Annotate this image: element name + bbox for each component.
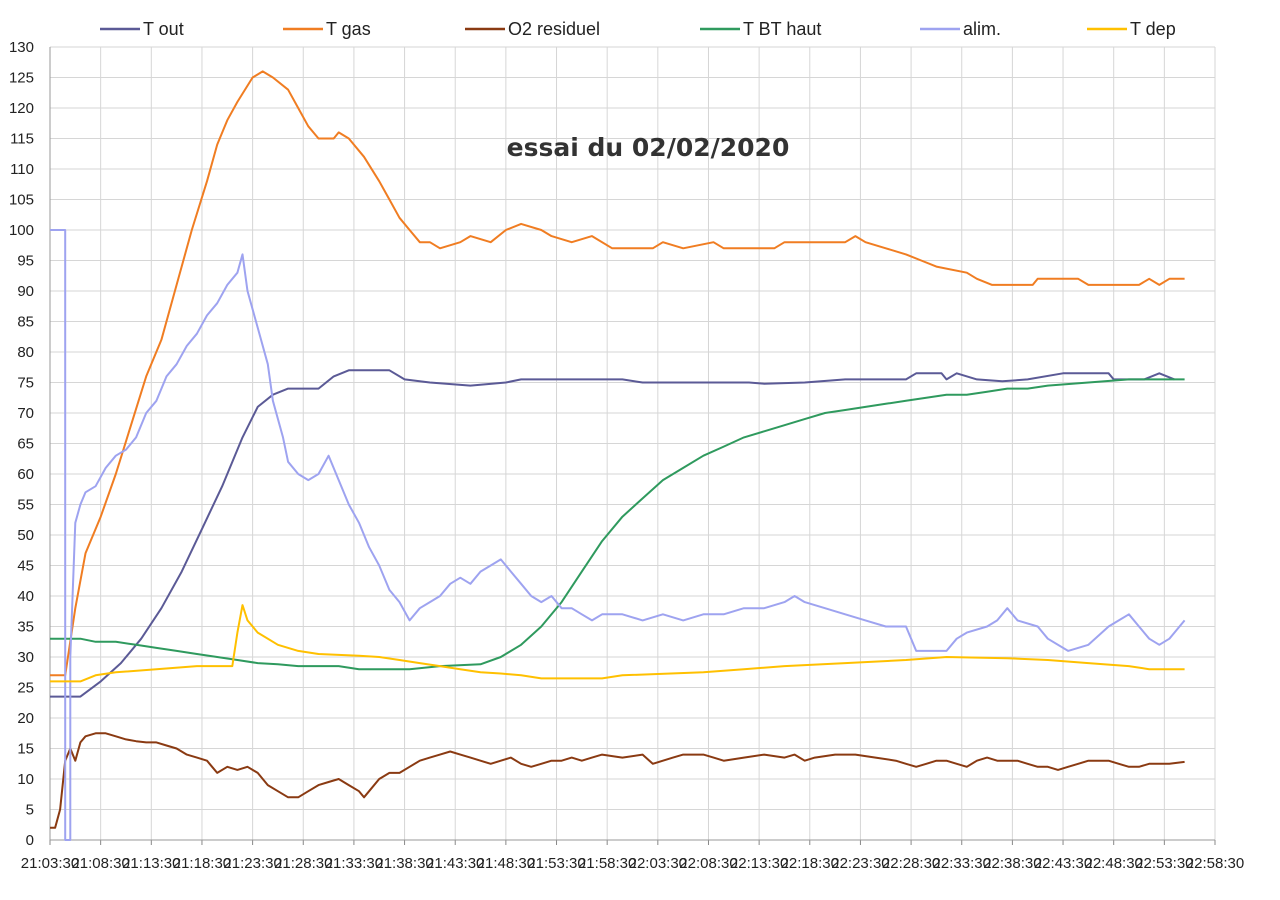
legend-item: T gas	[283, 19, 371, 39]
y-tick-label: 115	[10, 131, 34, 148]
y-tick-label: 45	[17, 558, 34, 575]
x-tick-label: 21:48:30	[477, 855, 535, 872]
grid	[49, 46, 1216, 841]
x-tick-label: 21:28:30	[274, 855, 332, 872]
legend-label: T dep	[1130, 19, 1176, 39]
series-line-t-bt-haut	[50, 378, 1185, 671]
x-tick-label: 21:08:30	[71, 855, 129, 872]
x-tick-label: 22:08:30	[679, 855, 737, 872]
y-tick-label: 95	[17, 253, 34, 270]
legend-item: O2 residuel	[465, 19, 600, 39]
x-tick-label: 21:23:30	[223, 855, 281, 872]
y-tick-label: 130	[9, 39, 34, 56]
x-tick-label: 21:33:30	[325, 855, 383, 872]
x-tick-label: 22:43:30	[1034, 855, 1092, 872]
x-tick-label: 22:18:30	[781, 855, 839, 872]
x-tick-label: 22:33:30	[933, 855, 991, 872]
legend: T out T gas O2 residuel T BT haut alim. T dep	[100, 19, 1176, 39]
series-line-o2-residuel	[50, 732, 1185, 829]
x-tick-label: 21:38:30	[375, 855, 433, 872]
y-tick-label: 90	[17, 283, 34, 300]
legend-item: T dep	[1087, 19, 1176, 39]
x-tick-label: 22:38:30	[983, 855, 1041, 872]
chart-title: essai du 02/02/2020	[507, 133, 790, 162]
y-tick-label: 50	[17, 527, 34, 544]
x-tick-label: 22:23:30	[831, 855, 889, 872]
y-tick-label: 75	[17, 375, 34, 392]
y-tick-label: 5	[26, 802, 34, 819]
x-tick-label: 21:43:30	[426, 855, 484, 872]
x-tick-label: 21:03:30	[21, 855, 79, 872]
x-tick-label: 21:53:30	[527, 855, 585, 872]
axes: 0 5 10 15 20 25 30 35 40 45 50 55 60 65 70 75 80 85 90 95 10…	[9, 39, 1244, 872]
y-tick-label: 10	[17, 771, 34, 788]
y-tick-label: 40	[17, 588, 34, 605]
legend-item: T BT haut	[700, 19, 821, 39]
x-tick-label: 22:03:30	[629, 855, 687, 872]
y-tick-label: 0	[26, 832, 34, 849]
x-tick-label: 21:13:30	[122, 855, 180, 872]
legend-label: T out	[143, 19, 184, 39]
series-line-t-dep	[50, 604, 1185, 683]
y-tick-label: 85	[17, 314, 34, 331]
y-tick-label: 35	[17, 619, 34, 636]
y-tick-label: 25	[17, 680, 34, 697]
y-tick-label: 125	[9, 70, 34, 87]
x-tick-label: 22:58:30	[1186, 855, 1244, 872]
y-tick-label: 100	[9, 222, 34, 239]
y-tick-label: 105	[9, 192, 34, 209]
y-tick-label: 20	[17, 710, 34, 727]
y-tick-label: 15	[17, 741, 34, 758]
series-lines	[50, 70, 1186, 841]
y-tick-label: 80	[17, 344, 34, 361]
y-tick-label: 120	[9, 100, 34, 117]
series-line-t-gas	[50, 70, 1185, 677]
y-tick-label: 65	[17, 436, 34, 453]
x-tick-label: 22:48:30	[1085, 855, 1143, 872]
y-tick-label: 55	[17, 497, 34, 514]
y-tick-label: 70	[17, 405, 34, 422]
legend-item: alim.	[920, 19, 1001, 39]
x-tick-label: 22:28:30	[882, 855, 940, 872]
series-line-alim	[50, 229, 1186, 841]
y-tick-label: 30	[17, 649, 34, 666]
legend-label: T gas	[326, 19, 371, 39]
legend-label: alim.	[963, 19, 1001, 39]
x-tick-label: 21:18:30	[173, 855, 231, 872]
y-tick-label: 110	[10, 161, 34, 178]
x-tick-label: 21:58:30	[578, 855, 636, 872]
x-tick-label: 22:13:30	[730, 855, 788, 872]
x-tick-label: 22:53:30	[1135, 855, 1193, 872]
legend-label: T BT haut	[743, 19, 821, 39]
series-line-t-out	[50, 369, 1175, 698]
legend-label: O2 residuel	[508, 19, 600, 39]
legend-item: T out	[100, 19, 184, 39]
y-tick-label: 60	[17, 466, 34, 483]
